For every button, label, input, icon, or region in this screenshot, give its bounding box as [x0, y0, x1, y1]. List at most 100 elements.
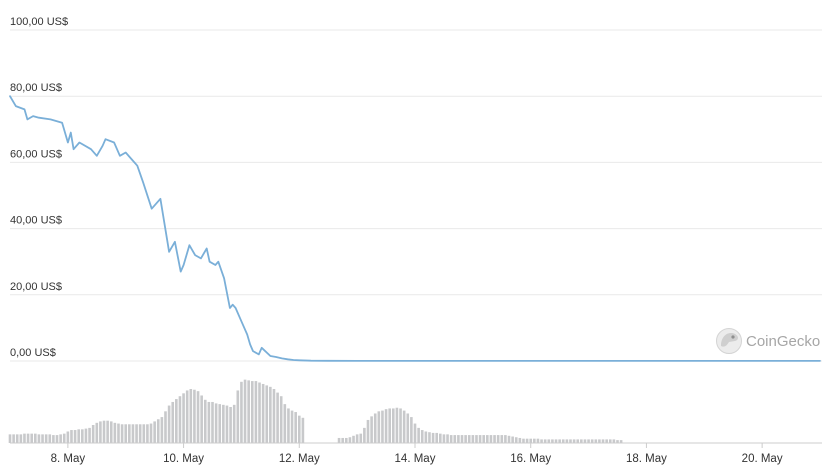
- volume-bar: [88, 427, 91, 443]
- volume-bar: [117, 423, 120, 443]
- volume-bar: [348, 437, 352, 443]
- y-tick-label: 60,00 US$: [10, 148, 62, 160]
- volume-bar: [236, 390, 240, 443]
- volume-bar: [175, 399, 178, 443]
- volume-bar: [8, 434, 12, 443]
- volume-bar: [200, 395, 203, 443]
- volume-bar: [113, 422, 117, 443]
- volume-bar: [135, 424, 138, 443]
- volume-bar: [460, 435, 464, 443]
- volume-bar: [91, 425, 95, 443]
- volume-bar: [232, 404, 236, 443]
- volume-bar: [457, 435, 460, 443]
- volume-bar: [598, 439, 601, 443]
- volume-bar: [30, 433, 33, 443]
- volume-bar: [413, 423, 417, 443]
- volume-bar: [518, 437, 522, 443]
- volume-bar: [297, 415, 301, 443]
- volume-bar: [341, 437, 344, 443]
- volume-bars: [8, 379, 822, 444]
- volume-bar: [189, 389, 193, 443]
- volume-bar: [52, 435, 55, 443]
- volume-bar: [449, 435, 453, 443]
- volume-bar: [522, 438, 525, 443]
- volume-bar: [424, 431, 428, 443]
- x-tick-label: 8. May: [51, 453, 86, 465]
- volume-bar: [81, 429, 84, 443]
- volume-bar: [493, 435, 496, 443]
- volume-bar: [359, 433, 363, 443]
- volume-bar: [185, 390, 189, 443]
- volume-bar: [543, 439, 547, 443]
- volume-bar: [529, 438, 533, 443]
- volume-bar: [392, 408, 395, 443]
- volume-bar: [558, 439, 561, 443]
- volume-bar: [301, 417, 305, 443]
- volume-bar: [580, 439, 583, 443]
- volume-bar: [272, 389, 276, 443]
- volume-bar: [196, 391, 200, 443]
- volume-bar: [500, 435, 504, 443]
- volume-bar: [561, 439, 565, 443]
- volume-bar: [290, 410, 294, 443]
- volume-bar: [605, 439, 608, 443]
- volume-bar: [533, 438, 536, 443]
- volume-bar: [207, 401, 211, 443]
- volume-bar: [601, 439, 605, 443]
- volume-bar: [406, 413, 410, 443]
- volume-bar: [344, 437, 348, 443]
- volume-bar: [12, 434, 15, 443]
- volume-bar: [435, 432, 438, 443]
- volume-bar: [218, 404, 222, 443]
- volume-bar: [507, 435, 511, 443]
- volume-bar: [178, 396, 182, 443]
- volume-bar: [211, 401, 214, 443]
- volume-bar: [55, 435, 59, 443]
- volume-bar: [254, 381, 258, 443]
- volume-bar: [616, 440, 619, 443]
- volume-bar: [156, 419, 160, 443]
- volume-bar: [504, 435, 507, 443]
- volume-bar: [41, 434, 44, 443]
- y-tick-label: 40,00 US$: [10, 215, 62, 227]
- x-tick-label: 16. May: [510, 453, 551, 465]
- volume-bar: [428, 432, 431, 443]
- volume-bar: [377, 411, 381, 443]
- volume-bar: [363, 427, 366, 443]
- volume-bar: [525, 438, 529, 443]
- volume-bar: [131, 424, 135, 443]
- volume-bar: [399, 408, 402, 443]
- volume-bar: [153, 421, 156, 443]
- volume-bar: [142, 424, 146, 443]
- x-tick-label: 14. May: [395, 453, 436, 465]
- coingecko-watermark: CoinGecko: [716, 328, 820, 354]
- volume-bar: [48, 434, 52, 443]
- volume-bar: [19, 434, 23, 443]
- volume-bar: [482, 435, 486, 443]
- volume-bar: [258, 382, 261, 443]
- volume-bar: [511, 436, 514, 443]
- price-series: [9, 95, 821, 362]
- price-line: [9, 95, 821, 362]
- volume-bar: [370, 416, 373, 443]
- volume-bar: [128, 424, 131, 443]
- volume-bar: [547, 439, 551, 443]
- volume-bar: [540, 439, 543, 443]
- volume-bar: [138, 424, 142, 443]
- volume-bar: [265, 385, 269, 443]
- volume-bar: [146, 424, 149, 443]
- volume-bar: [554, 439, 558, 443]
- volume-bar: [486, 435, 489, 443]
- volume-bar: [171, 401, 175, 443]
- volume-bar: [590, 439, 594, 443]
- volume-bar: [222, 404, 225, 443]
- volume-bar: [489, 435, 493, 443]
- volume-bar: [514, 437, 518, 443]
- y-tick-label: 20,00 US$: [10, 281, 62, 293]
- volume-bar: [410, 417, 413, 443]
- volume-bar: [95, 422, 99, 443]
- volume-bar: [15, 434, 19, 443]
- volume-bar: [352, 435, 355, 443]
- volume-bar: [269, 386, 272, 443]
- volume-bar: [37, 434, 41, 443]
